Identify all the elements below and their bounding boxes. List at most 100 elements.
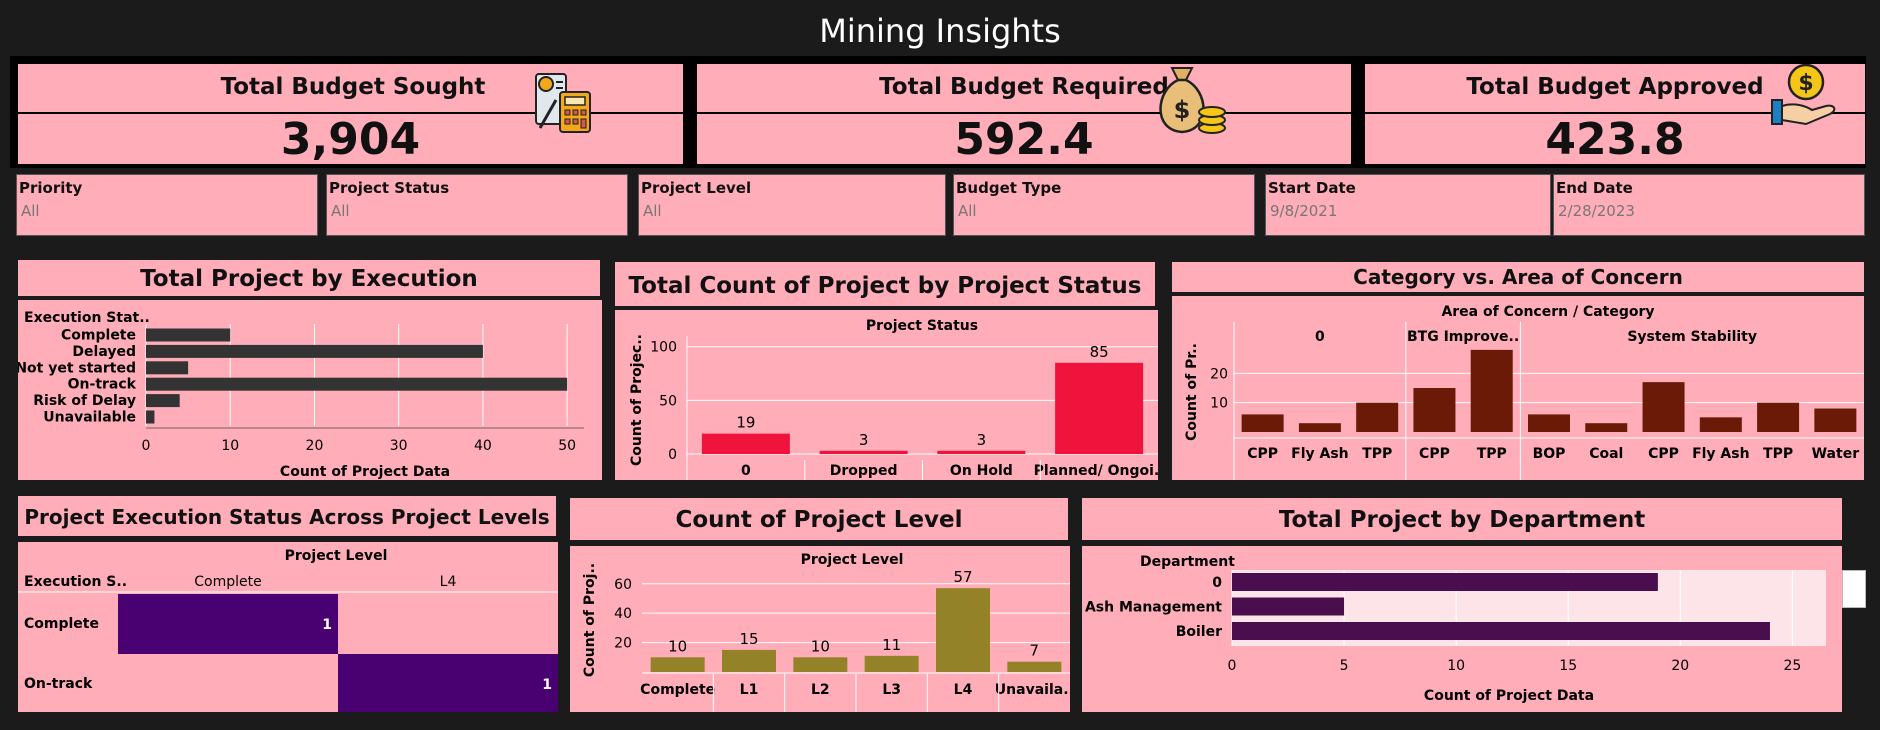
x-tick-label: 25: [1783, 658, 1801, 674]
bar: [146, 410, 155, 424]
x-tick-label: On Hold: [950, 463, 1013, 479]
y-tick-label: 0: [668, 447, 677, 463]
execution-bar-chart: Execution Stat.. 0 10 20 30 40 50 CompleteDelay…: [18, 300, 602, 480]
filter-value[interactable]: 9/8/2021: [1270, 202, 1338, 220]
filter-end-date[interactable]: End Date 2/28/2023: [1553, 174, 1865, 236]
calculator-icon: [535, 73, 591, 133]
department-bar-chart: Department 0 5 10 15 20 25 0 Ash Management Boile…: [1082, 546, 1842, 712]
filter-value[interactable]: All: [331, 202, 350, 220]
x-tick-label: Planned/ Ongoi..: [1034, 463, 1158, 479]
bar: [1470, 349, 1513, 432]
x-tick-label: 15: [1559, 658, 1577, 674]
x-tick-label: 40: [474, 438, 492, 454]
filter-label: Budget Type: [956, 179, 1062, 197]
category-header: Department: [1140, 554, 1235, 570]
chart-header: Area of Concern / Category: [1441, 304, 1654, 320]
money-bag-icon: $: [1159, 67, 1226, 134]
execution-chart-title: Total Project by Execution: [18, 260, 600, 296]
filter-value[interactable]: All: [643, 202, 662, 220]
x-tick-label: 10: [221, 438, 239, 454]
bar: [1241, 414, 1284, 432]
department-chart-title: Total Project by Department: [1082, 498, 1842, 540]
column-label: L4: [440, 574, 457, 590]
level-bar-chart: Project Level 20 40 60 Count of Proj.. 10 Comp…: [570, 546, 1070, 712]
filter-value[interactable]: 2/28/2023: [1558, 202, 1635, 220]
y-tick-label: 100: [650, 340, 677, 356]
x-axis-label: Count of Project Data: [280, 464, 450, 480]
y-tick-label: 20: [614, 636, 632, 652]
y-tick-label: 50: [659, 393, 677, 409]
kpi-card-required-value: 592.4: [697, 114, 1351, 165]
y-tick-label: 20: [1210, 366, 1228, 382]
x-tick-label: 0: [1228, 658, 1237, 674]
bar: [1055, 362, 1144, 454]
y-axis-label: Count of Proj..: [582, 563, 598, 677]
status-bar-chart: Project Status 0 50 100 Count of Projec.. 19 0…: [615, 310, 1158, 480]
filter-project-level[interactable]: Project Level All: [638, 174, 946, 236]
y-tick-label: 40: [614, 606, 632, 622]
x-tick-label: Fly Ash: [1291, 446, 1349, 462]
data-label: 3: [977, 431, 987, 449]
bar: [146, 394, 180, 408]
filter-start-date[interactable]: Start Date 9/8/2021: [1265, 174, 1551, 236]
cell-value: 1: [542, 677, 552, 693]
bar: [146, 377, 568, 391]
bar: [146, 344, 483, 358]
bar: [650, 657, 705, 672]
group-label: BTG Improve..: [1407, 329, 1519, 345]
x-tick-label: Complete: [640, 682, 715, 698]
bar: [1356, 402, 1399, 432]
kpi-value: 592.4: [954, 114, 1094, 165]
y-tick-label: 10: [1210, 396, 1228, 412]
filter-label: Project Status: [329, 179, 450, 197]
category-bar-chart: Area of Concern / Category 10 20 Count of P…: [1172, 296, 1864, 480]
filter-label: Start Date: [1268, 179, 1356, 197]
filter-label: Priority: [19, 179, 83, 197]
bar: [1699, 417, 1742, 432]
heatmap-cell: [338, 654, 558, 712]
bar: [864, 655, 919, 672]
heatmap-cell: [118, 594, 338, 654]
row-header: Execution S..: [24, 574, 127, 590]
bar: [1528, 414, 1570, 432]
kpi-value: 423.8: [1545, 114, 1685, 165]
hand-coin-icon: $: [1771, 63, 1836, 126]
x-tick-label: CPP: [1648, 446, 1679, 462]
column-label: Complete: [194, 574, 261, 590]
filter-value[interactable]: All: [958, 202, 977, 220]
filter-priority[interactable]: Priority All: [16, 174, 318, 236]
filter-project-status[interactable]: Project Status All: [326, 174, 628, 236]
kpi-title: Total Budget Required: [879, 74, 1169, 100]
y-tick-label: Ash Management: [1085, 600, 1222, 616]
bar: [701, 433, 790, 454]
group-label: 0: [1315, 329, 1325, 345]
bar: [819, 450, 908, 454]
svg-text:$: $: [1174, 96, 1191, 124]
y-tick-label: On-track: [68, 377, 137, 393]
heatmap-chart-title: Project Execution Status Across Project …: [18, 496, 556, 536]
filter-value[interactable]: All: [21, 202, 40, 220]
bar: [1298, 423, 1341, 432]
x-tick-label: BOP: [1533, 446, 1566, 462]
bar: [146, 328, 231, 342]
row-label: On-track: [24, 676, 93, 692]
data-label: 11: [882, 636, 901, 654]
category-header: Execution Stat..: [24, 310, 150, 326]
x-tick-label: TPP: [1477, 446, 1507, 462]
bar: [1757, 402, 1800, 432]
bar: [936, 588, 990, 672]
y-axis-label: Count of Projec..: [629, 334, 645, 466]
status-chart-title: Total Count of Project by Project Status: [615, 262, 1155, 306]
kpi-value: 3,904: [280, 114, 421, 165]
execution-level-heatmap: Project Level Execution S.. Complete L4 Comp…: [18, 542, 558, 712]
x-tick-label: L1: [740, 682, 759, 698]
data-label: 57: [953, 568, 972, 586]
x-tick-label: 10: [1447, 658, 1465, 674]
scrollbar[interactable]: [1842, 570, 1866, 608]
x-tick-label: CPP: [1419, 446, 1450, 462]
column-header: Project Level: [285, 548, 388, 564]
bar: [1232, 622, 1770, 640]
kpi-title: Total Budget Sought: [220, 74, 486, 100]
y-tick-label: 0: [1212, 575, 1222, 591]
filter-budget-type[interactable]: Budget Type All: [953, 174, 1255, 236]
